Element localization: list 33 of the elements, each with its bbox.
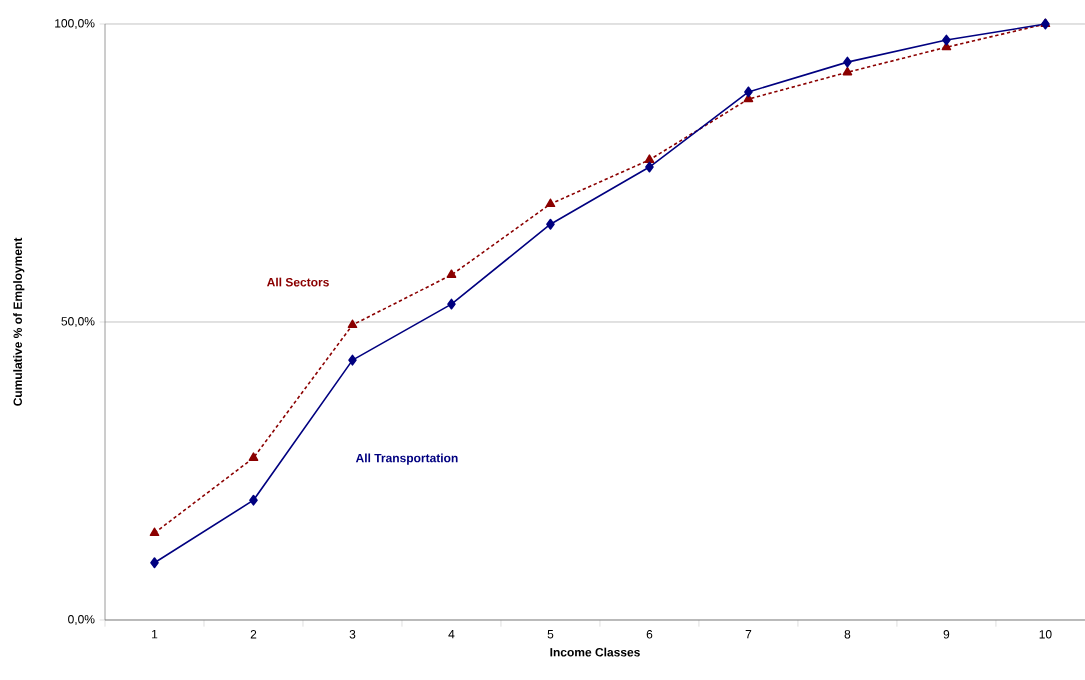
x-tick-label: 9	[943, 630, 950, 639]
point	[744, 86, 753, 98]
y-tick-label: 50,0%	[61, 317, 95, 327]
x-tick-label: 4	[448, 630, 455, 639]
x-tick-label: 8	[844, 630, 851, 639]
point	[942, 34, 951, 46]
y-tick-label: 0,0%	[68, 615, 95, 625]
point	[248, 452, 259, 462]
x-axis-title: Income Classes	[550, 647, 640, 657]
x-tick-label: 1	[152, 630, 158, 639]
text: All Sectors	[266, 277, 329, 287]
point	[447, 298, 456, 310]
point	[149, 527, 160, 537]
x-tick-label: 2	[250, 630, 257, 639]
x-tick-label: 10	[1039, 630, 1052, 639]
point	[842, 66, 853, 76]
x-tick-label: 7	[745, 630, 752, 639]
x-tick-label: 6	[646, 630, 653, 639]
point	[545, 198, 556, 208]
point	[150, 557, 159, 569]
point	[843, 56, 852, 68]
point	[347, 319, 358, 329]
point	[645, 161, 654, 173]
point	[446, 269, 457, 279]
y-tick-label: 100,0%	[55, 19, 95, 29]
y-axis-title: Cumulative % of Employment	[13, 237, 25, 406]
point	[348, 354, 357, 366]
point	[644, 154, 655, 164]
x-tick-label: 5	[547, 630, 554, 639]
point	[546, 218, 555, 230]
text: All Transportation	[355, 453, 458, 465]
x-tick-label: 3	[349, 630, 356, 639]
point	[249, 494, 258, 506]
